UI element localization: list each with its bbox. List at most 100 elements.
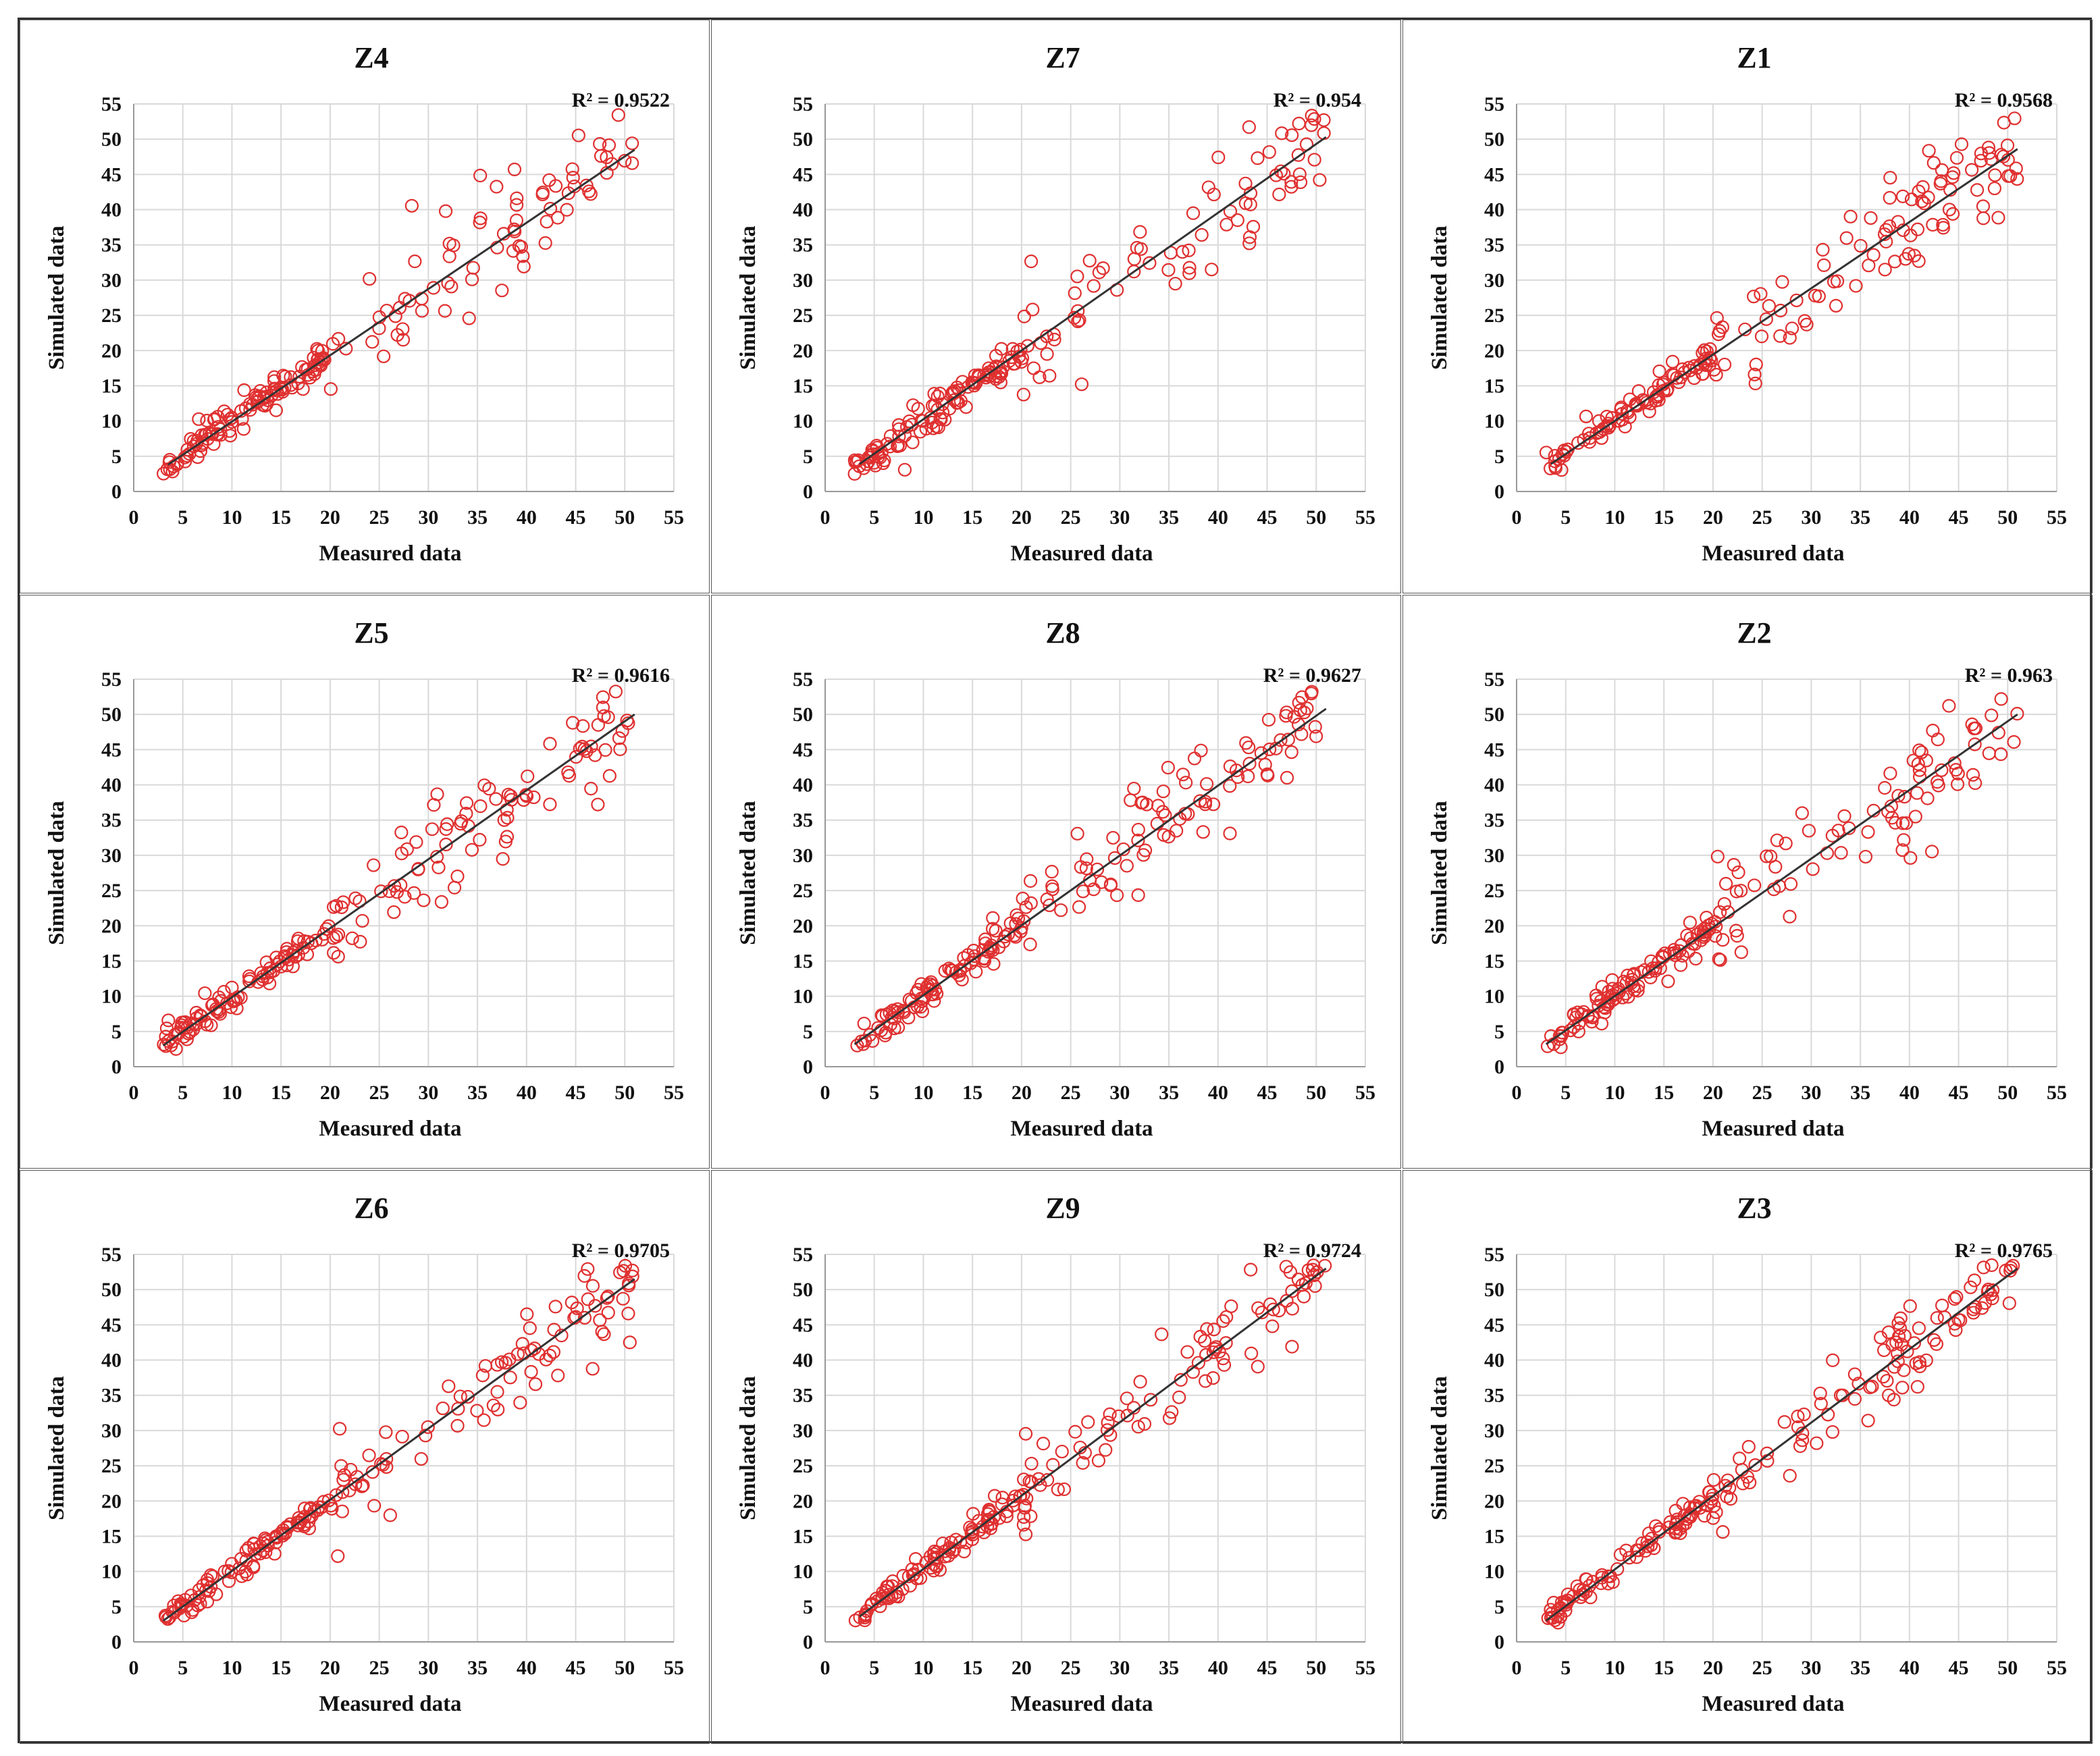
- data-point: [1223, 826, 1237, 841]
- data-point: [1706, 1488, 1720, 1502]
- data-point: [439, 822, 453, 836]
- data-point: [1974, 153, 1988, 168]
- x-tick-label: 20: [320, 1082, 340, 1104]
- data-point: [1689, 951, 1703, 966]
- data-point: [1131, 833, 1145, 847]
- data-point: [897, 462, 912, 477]
- data-point: [995, 1491, 1009, 1505]
- data-point: [1834, 846, 1848, 860]
- data-point: [1186, 206, 1201, 220]
- x-axis-label: Measured data: [319, 1117, 461, 1141]
- data-point: [874, 1008, 889, 1022]
- data-point: [1942, 699, 1956, 713]
- trendline: [859, 136, 1327, 465]
- data-point: [1827, 275, 1841, 289]
- data-point: [1849, 279, 1863, 293]
- data-point: [1283, 1265, 1298, 1279]
- data-point: [566, 171, 580, 185]
- data-point: [1683, 915, 1697, 930]
- data-point: [1242, 740, 1256, 755]
- data-point: [983, 365, 997, 379]
- data-point: [1291, 1272, 1305, 1287]
- chart-title: Z5: [354, 616, 388, 649]
- data-point: [965, 1522, 979, 1537]
- data-point: [168, 1028, 182, 1042]
- y-tick-label: 15: [793, 1525, 813, 1547]
- data-point: [1172, 1390, 1186, 1404]
- data-point: [950, 380, 964, 395]
- data-point: [967, 375, 981, 390]
- data-point: [335, 1504, 349, 1518]
- data-point: [1773, 303, 1788, 318]
- chart-title: Z8: [1045, 616, 1080, 649]
- data-point: [1109, 888, 1124, 903]
- data-point: [1296, 1289, 1311, 1304]
- y-tick-label: 25: [793, 1455, 813, 1477]
- data-point: [490, 1385, 504, 1399]
- data-point: [1179, 776, 1193, 790]
- r-squared-label: R² = 0.9616: [572, 664, 670, 687]
- x-tick-label: 20: [1703, 1082, 1723, 1104]
- trendline: [1545, 1267, 2018, 1622]
- data-point: [1560, 1587, 1575, 1601]
- data-point: [615, 724, 629, 738]
- data-point: [246, 1537, 261, 1551]
- x-tick-label: 10: [913, 1082, 933, 1104]
- data-point: [1674, 370, 1688, 385]
- data-point: [930, 390, 945, 404]
- data-point: [1812, 289, 1826, 303]
- data-point: [1734, 945, 1748, 959]
- data-point: [462, 311, 476, 325]
- data-point: [336, 895, 350, 909]
- y-tick-label: 30: [1484, 1420, 1504, 1442]
- data-point: [1601, 421, 1616, 435]
- data-point: [600, 1291, 614, 1305]
- x-tick-label: 20: [1012, 506, 1032, 529]
- x-tick-label: 50: [1997, 1657, 2018, 1679]
- data-point: [1134, 795, 1149, 810]
- data-point: [1198, 1334, 1212, 1348]
- data-point: [1897, 1329, 1912, 1343]
- data-point: [205, 1569, 220, 1583]
- data-point: [1912, 1321, 1926, 1335]
- data-point: [1795, 806, 1809, 820]
- data-point: [1055, 1444, 1069, 1459]
- y-tick-label: 5: [803, 446, 813, 468]
- y-tick-label: 25: [1484, 304, 1504, 327]
- data-point: [1895, 843, 1910, 857]
- y-tick-label: 25: [101, 880, 122, 902]
- x-tick-label: 10: [221, 1082, 242, 1104]
- data-point: [1246, 219, 1261, 234]
- data-point: [1895, 189, 1910, 203]
- data-point: [1783, 1468, 1797, 1483]
- data-point: [1040, 347, 1054, 361]
- data-point: [1168, 277, 1182, 291]
- data-point: [1754, 287, 1768, 301]
- data-point: [1978, 1296, 1992, 1310]
- data-point: [1107, 851, 1122, 866]
- y-axis-label: Simulated data: [1427, 1376, 1452, 1520]
- data-point: [584, 739, 598, 753]
- data-point: [1003, 916, 1018, 930]
- data-point: [1294, 727, 1309, 741]
- y-tick-label: 5: [803, 1021, 813, 1043]
- data-point: [1976, 211, 1991, 225]
- data-point: [1120, 859, 1134, 873]
- data-point: [1540, 1039, 1555, 1053]
- data-point: [916, 414, 930, 428]
- data-point: [1161, 263, 1176, 277]
- data-point: [1292, 116, 1306, 131]
- data-point: [425, 822, 440, 836]
- data-point: [1970, 183, 1985, 197]
- data-point: [1891, 1316, 1906, 1331]
- data-point: [1206, 797, 1221, 812]
- data-point: [1839, 231, 1854, 245]
- data-point: [857, 1016, 871, 1031]
- data-point: [1927, 1333, 1941, 1347]
- data-point: [1207, 187, 1221, 202]
- data-point: [538, 236, 552, 250]
- data-point: [1143, 256, 1157, 270]
- data-point: [1262, 145, 1276, 159]
- data-point: [852, 459, 866, 473]
- data-point: [1912, 743, 1926, 757]
